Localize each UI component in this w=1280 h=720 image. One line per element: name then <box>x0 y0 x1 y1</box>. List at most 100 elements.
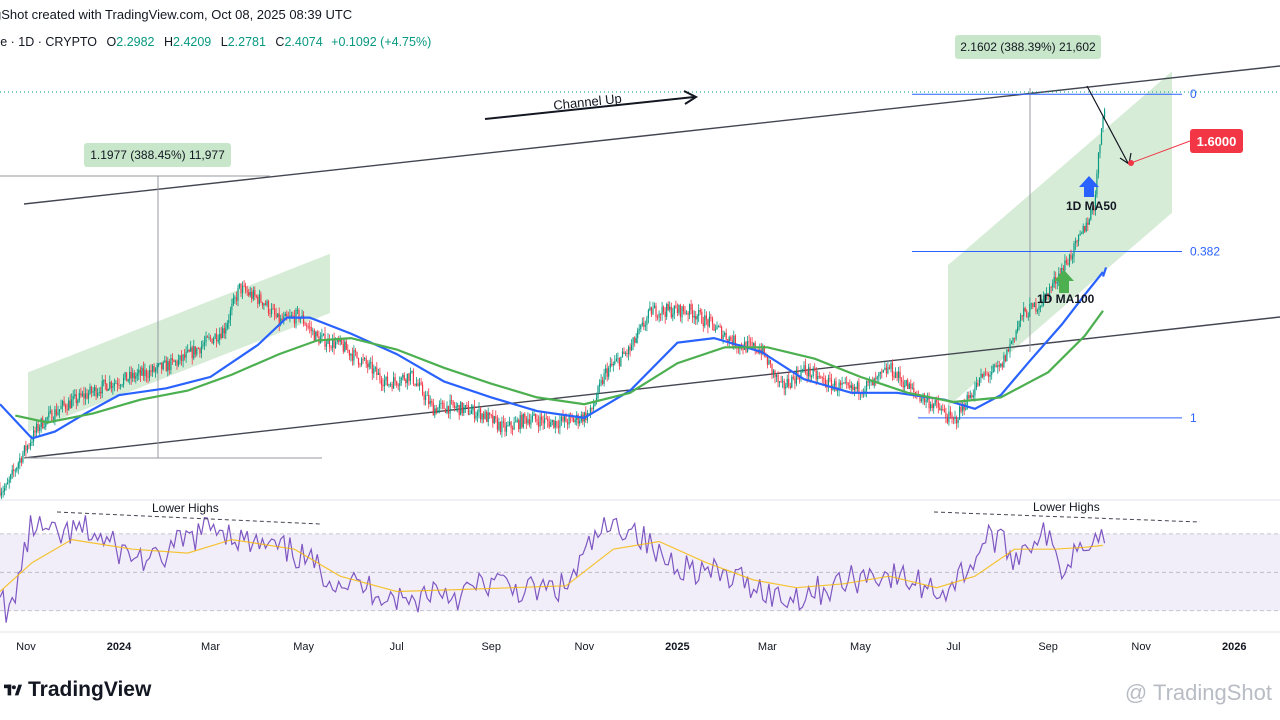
price-candle[interactable] <box>449 394 451 420</box>
price-candle[interactable] <box>451 395 453 405</box>
price-candle[interactable] <box>142 361 144 381</box>
price-candle[interactable] <box>554 416 556 434</box>
price-candle[interactable] <box>231 298 233 316</box>
price-candle[interactable] <box>553 419 555 429</box>
price-candle[interactable] <box>33 426 35 446</box>
price-candle[interactable] <box>783 378 785 396</box>
price-candle[interactable] <box>71 393 73 409</box>
price-candle[interactable] <box>220 327 222 340</box>
price-candle[interactable] <box>89 383 91 395</box>
price-candle[interactable] <box>165 356 167 372</box>
price-candle[interactable] <box>388 383 390 388</box>
price-candle[interactable] <box>2 485 4 498</box>
price-candle[interactable] <box>1052 279 1054 291</box>
price-candle[interactable] <box>190 340 192 352</box>
price-candle[interactable] <box>785 382 787 396</box>
price-candle[interactable] <box>16 466 18 473</box>
price-candle[interactable] <box>628 345 630 361</box>
price-candle[interactable] <box>432 399 434 416</box>
price-candle[interactable] <box>820 375 822 379</box>
price-candle[interactable] <box>1000 363 1002 368</box>
price-candle[interactable] <box>975 376 977 391</box>
price-candle[interactable] <box>788 372 790 389</box>
price-candle[interactable] <box>103 379 105 387</box>
price-candle[interactable] <box>812 366 814 379</box>
price-candle[interactable] <box>890 360 892 373</box>
price-candle[interactable] <box>946 413 948 425</box>
price-candle[interactable] <box>452 400 454 408</box>
price-candle[interactable] <box>531 411 533 423</box>
price-candle[interactable] <box>177 354 180 368</box>
price-candle[interactable] <box>602 376 604 386</box>
price-candle[interactable] <box>476 409 479 423</box>
price-candle[interactable] <box>606 362 608 382</box>
price-candle[interactable] <box>438 400 440 414</box>
price-candle[interactable] <box>902 375 904 392</box>
price-candle[interactable] <box>823 372 825 385</box>
price-candle[interactable] <box>7 477 9 485</box>
price-candle[interactable] <box>1090 203 1092 221</box>
price-candle[interactable] <box>664 307 666 324</box>
price-candle[interactable] <box>777 371 779 388</box>
price-candle[interactable] <box>228 314 230 330</box>
price-candle[interactable] <box>260 291 262 304</box>
price-candle[interactable] <box>440 398 442 410</box>
price-candle[interactable] <box>60 399 62 410</box>
price-candle[interactable] <box>858 378 860 401</box>
price-candle[interactable] <box>923 392 926 406</box>
price-candle[interactable] <box>414 383 416 387</box>
price-candle[interactable] <box>261 301 263 309</box>
price-candle[interactable] <box>434 405 436 419</box>
price-candle[interactable] <box>951 412 953 424</box>
price-candle[interactable] <box>101 374 103 398</box>
price-candle[interactable] <box>972 389 974 400</box>
price-candle[interactable] <box>152 364 154 377</box>
price-candle[interactable] <box>725 328 727 340</box>
price-candle[interactable] <box>431 398 433 407</box>
price-candle[interactable] <box>460 401 462 416</box>
price-candle[interactable] <box>684 305 686 316</box>
price-candle[interactable] <box>1039 305 1042 313</box>
price-candle[interactable] <box>380 375 382 391</box>
price-candle[interactable] <box>409 367 411 385</box>
price-candle[interactable] <box>1033 302 1035 308</box>
price-candle[interactable] <box>116 377 119 392</box>
price-candle[interactable] <box>129 366 131 385</box>
price-candle[interactable] <box>289 309 291 323</box>
price-candle[interactable] <box>716 321 718 330</box>
price-candle[interactable] <box>406 373 408 390</box>
price-candle[interactable] <box>687 311 689 322</box>
price-candle[interactable] <box>150 364 152 377</box>
price-candle[interactable] <box>106 382 108 392</box>
price-candle[interactable] <box>624 351 627 357</box>
price-candle[interactable] <box>469 409 471 416</box>
price-candle[interactable] <box>626 349 628 358</box>
price-candle[interactable] <box>637 327 639 344</box>
price-candle[interactable] <box>968 391 970 400</box>
price-candle[interactable] <box>8 476 10 489</box>
price-candle[interactable] <box>701 308 703 324</box>
price-candle[interactable] <box>124 371 126 381</box>
price-candle[interactable] <box>133 370 135 382</box>
price-candle[interactable] <box>493 415 495 425</box>
price-candle[interactable] <box>803 361 805 373</box>
price-candle[interactable] <box>771 363 773 379</box>
price-candle[interactable] <box>243 280 245 288</box>
price-candle[interactable] <box>272 303 274 310</box>
price-candle[interactable] <box>891 359 894 381</box>
price-candle[interactable] <box>370 357 372 369</box>
price-candle[interactable] <box>1104 107 1106 119</box>
price-candle[interactable] <box>925 397 927 409</box>
price-candle[interactable] <box>251 287 253 303</box>
price-candle[interactable] <box>1081 231 1083 235</box>
price-candle[interactable] <box>36 421 38 438</box>
price-candle[interactable] <box>527 412 529 426</box>
price-candle[interactable] <box>1010 340 1013 345</box>
price-candle[interactable] <box>112 382 114 395</box>
price-candle[interactable] <box>411 370 413 374</box>
price-candle[interactable] <box>609 357 611 373</box>
price-candle[interactable] <box>113 378 115 392</box>
price-candle[interactable] <box>159 362 161 365</box>
price-candle[interactable] <box>638 324 640 335</box>
price-candle[interactable] <box>39 424 41 437</box>
